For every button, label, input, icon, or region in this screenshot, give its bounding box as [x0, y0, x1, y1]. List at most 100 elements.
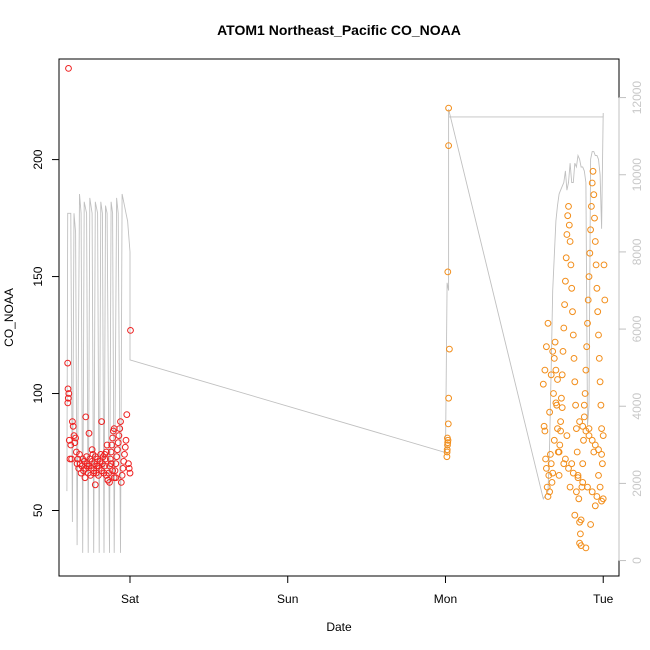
- data-point: [564, 212, 572, 220]
- x-tick-label: Mon: [434, 592, 457, 606]
- data-point: [122, 436, 130, 444]
- data-point: [558, 404, 566, 412]
- data-point: [588, 488, 596, 496]
- y2-tick-label: 0: [630, 557, 644, 564]
- data-point: [569, 331, 577, 339]
- data-point: [565, 203, 572, 210]
- data-point: [90, 469, 98, 477]
- data-point: [590, 191, 598, 199]
- data-point: [587, 521, 594, 528]
- data-point: [81, 474, 89, 482]
- axes-layer: Sat Sun Mon Tue5010015020002000400060008000…: [31, 81, 644, 606]
- data-point: [546, 488, 553, 496]
- data-point: [112, 460, 120, 468]
- data-point: [547, 460, 555, 468]
- data-point: [69, 418, 76, 426]
- data-point: [580, 401, 588, 409]
- data-point: [593, 284, 601, 292]
- data-point: [548, 479, 556, 486]
- data-point: [562, 254, 570, 262]
- data-point: [594, 308, 602, 316]
- data-point: [557, 418, 564, 426]
- data-point: [555, 448, 563, 456]
- data-point: [569, 308, 576, 316]
- data-point: [597, 401, 605, 409]
- data-point: [118, 472, 126, 479]
- data-point: [589, 167, 597, 175]
- data-point: [76, 451, 83, 458]
- data-point: [127, 327, 134, 334]
- data-point: [117, 479, 125, 486]
- data-point: [91, 453, 99, 461]
- data-points-layer: [64, 65, 609, 552]
- data-point: [599, 495, 607, 503]
- data-point: [595, 472, 602, 479]
- data-point: [445, 142, 453, 150]
- data-point: [588, 436, 596, 444]
- data-point: [64, 385, 72, 393]
- data-point: [547, 371, 555, 379]
- data-point: [579, 460, 587, 468]
- data-point: [556, 441, 564, 449]
- data-point: [126, 469, 134, 477]
- data-point: [65, 65, 72, 72]
- y-tick-label: 100: [31, 383, 45, 403]
- data-point: [592, 261, 600, 269]
- data-point: [573, 448, 581, 456]
- data-point: [445, 394, 453, 402]
- data-point: [582, 544, 590, 552]
- data-point: [550, 390, 557, 397]
- data-point: [551, 338, 559, 346]
- data-point: [591, 238, 599, 245]
- data-point: [72, 434, 79, 442]
- data-point: [598, 425, 605, 433]
- data-point: [565, 465, 572, 472]
- data-point: [444, 420, 452, 428]
- data-point: [593, 493, 601, 500]
- data-point: [558, 394, 565, 402]
- data-point: [595, 355, 603, 362]
- data-point: [85, 429, 93, 437]
- y-tick-label: 50: [31, 504, 45, 518]
- data-point: [591, 214, 598, 222]
- data-point: [95, 462, 102, 470]
- y2-tick-label: 4000: [630, 393, 644, 420]
- data-point: [539, 380, 547, 388]
- data-point: [563, 231, 571, 238]
- series-1-points: [64, 65, 134, 489]
- y2-tick-label: 12000: [630, 81, 644, 115]
- data-point: [107, 460, 115, 468]
- plot-frame: [58, 58, 620, 577]
- data-point: [585, 273, 593, 281]
- data-point: [544, 319, 552, 327]
- data-point: [587, 226, 594, 234]
- y2-tick-label: 10000: [630, 158, 644, 192]
- data-point: [101, 451, 109, 458]
- data-point: [96, 458, 104, 465]
- data-point: [571, 378, 579, 386]
- data-point: [573, 488, 580, 496]
- data-point: [572, 401, 579, 409]
- x-tick-label: Sat: [121, 592, 140, 606]
- data-point: [577, 530, 584, 538]
- data-point: [561, 301, 568, 309]
- data-point: [100, 469, 108, 477]
- altitude-line-layer: [66, 109, 604, 553]
- data-point: [84, 462, 91, 470]
- data-point: [549, 469, 557, 477]
- y-tick-label: 200: [31, 149, 45, 169]
- data-point: [588, 179, 596, 187]
- data-point: [68, 455, 75, 463]
- data-point: [569, 469, 577, 477]
- data-point: [102, 472, 110, 479]
- data-point: [91, 481, 99, 489]
- data-point: [555, 472, 563, 479]
- data-point: [121, 443, 129, 451]
- data-point: [599, 432, 607, 440]
- data-point: [547, 451, 554, 458]
- data-point: [591, 441, 599, 449]
- data-point: [552, 399, 560, 407]
- y-axis-label: CO_NOAA: [2, 288, 16, 347]
- data-point: [111, 467, 119, 475]
- data-point: [121, 451, 128, 458]
